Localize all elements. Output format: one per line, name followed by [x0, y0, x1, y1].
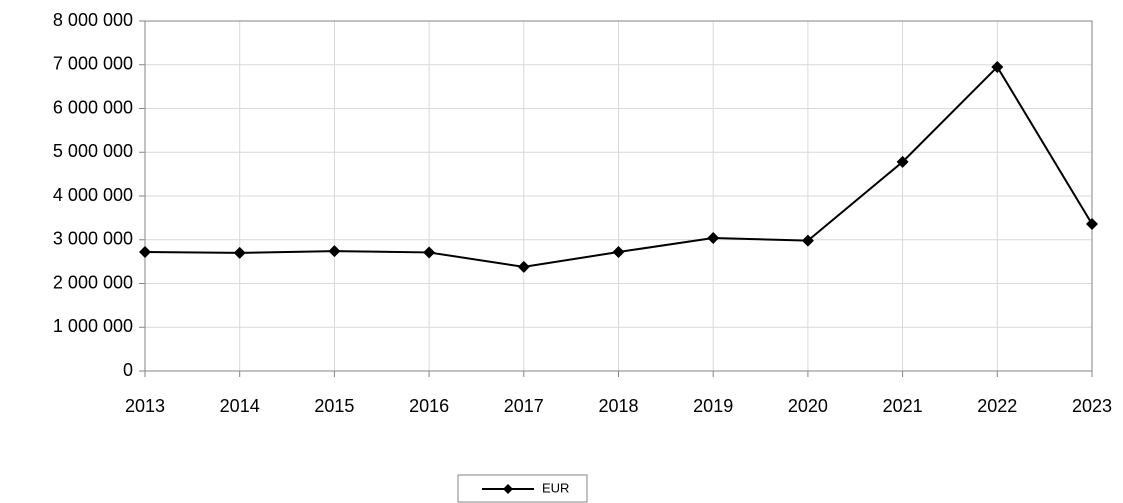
x-tick-label: 2019 — [693, 396, 733, 416]
x-tick-label: 2017 — [504, 396, 544, 416]
plot-frame — [144, 20, 1093, 372]
y-tick-label: 7 000 000 — [53, 54, 133, 74]
x-tick-label: 2020 — [788, 396, 828, 416]
legend-label: EUR — [542, 480, 569, 495]
y-tick-label: 4 000 000 — [53, 185, 133, 205]
data-point — [801, 234, 814, 247]
data-point — [1086, 218, 1098, 230]
y-tick-label: 3 000 000 — [53, 229, 133, 249]
x-tick-label: 2022 — [977, 396, 1017, 416]
data-point — [707, 232, 720, 244]
x-tick-label: 2018 — [598, 396, 638, 416]
x-tick-label: 2014 — [220, 396, 260, 416]
data-point — [139, 246, 151, 258]
y-tick-label: 2 000 000 — [53, 272, 133, 292]
legend-marker — [503, 484, 513, 494]
data-point — [991, 60, 1004, 73]
x-tick-label: 2023 — [1072, 396, 1112, 416]
data-point — [328, 245, 341, 258]
x-tick-label: 2015 — [314, 396, 354, 416]
y-tick-label: 8 000 000 — [53, 10, 133, 30]
x-tick-label: 2016 — [409, 396, 449, 416]
data-point — [517, 260, 530, 273]
x-tick-label: 2021 — [883, 396, 923, 416]
data-point — [233, 246, 246, 259]
y-tick-label: 5 000 000 — [53, 141, 133, 161]
data-point — [896, 155, 909, 168]
y-tick-label: 6 000 000 — [53, 97, 133, 117]
x-tick-label: 2013 — [125, 396, 165, 416]
y-tick-label: 1 000 000 — [53, 316, 133, 336]
data-point — [423, 246, 436, 259]
y-tick-label: 0 — [123, 360, 133, 380]
data-point — [612, 246, 625, 258]
